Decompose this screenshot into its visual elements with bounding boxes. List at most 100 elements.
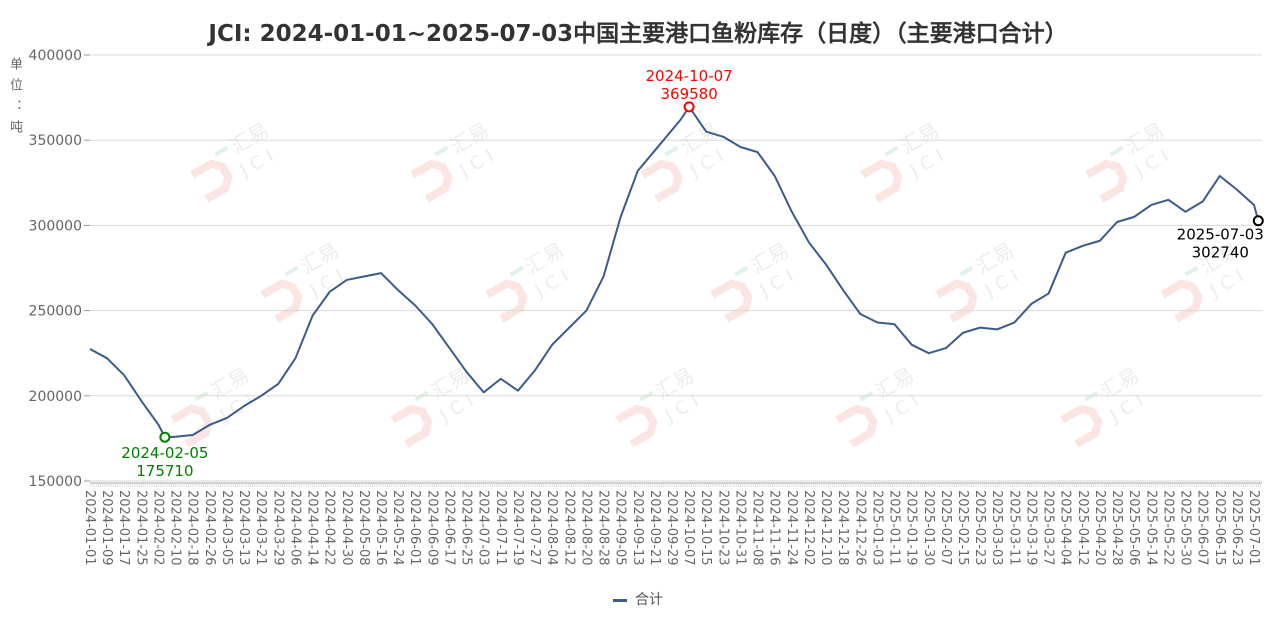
x-tick-label: 2024-09-21 <box>647 490 662 566</box>
x-tick-label: 2024-02-26 <box>202 490 217 566</box>
x-tick-label: 2024-12-10 <box>818 490 833 566</box>
last-date-label: 2025-07-03 <box>1177 226 1264 244</box>
x-tick-label: 2024-01-17 <box>116 490 131 566</box>
legend-label: 合计 <box>635 592 663 608</box>
x-tick-label: 2024-03-21 <box>253 490 268 566</box>
x-tick-label: 2024-06-17 <box>441 490 456 566</box>
x-tick-label: 2025-01-03 <box>869 490 884 566</box>
x-tick-label: 2024-07-03 <box>476 490 491 566</box>
x-tick-label: 2024-01-01 <box>82 490 97 566</box>
x-tick-label: 2024-03-05 <box>219 490 234 566</box>
min-value-label: 175710 <box>136 462 193 480</box>
series-line <box>89 105 1260 439</box>
chart-title: JCI: 2024-01-01~2025-07-03中国主要港口鱼粉库存（日度）… <box>208 21 1068 47</box>
legend-swatch <box>613 598 627 602</box>
y-tick-label: 300000 <box>29 218 82 234</box>
x-tick-label: 2025-01-30 <box>921 490 936 566</box>
x-tick-label: 2024-07-27 <box>527 490 542 566</box>
x-tick-label: 2024-04-30 <box>339 490 354 566</box>
x-tick-label: 2024-10-07 <box>681 490 696 566</box>
max-value-label: 369580 <box>660 85 717 103</box>
y-tick-label: 350000 <box>29 133 82 149</box>
x-tick-label: 2025-04-20 <box>1092 490 1107 566</box>
x-tick-label: 2025-01-11 <box>887 490 902 566</box>
x-tick-label: 2024-12-18 <box>835 490 850 566</box>
y-tick-label: 250000 <box>29 304 82 320</box>
y-axis-unit-label: 单位：吨 <box>7 57 22 141</box>
y-tick-label: 200000 <box>29 389 82 405</box>
x-tick-label: 2024-08-12 <box>561 490 576 566</box>
x-tick-label: 2024-05-16 <box>373 490 388 566</box>
x-tick-label: 2025-07-01 <box>1246 490 1261 566</box>
x-tick-label: 2024-08-20 <box>578 490 593 566</box>
x-tick-label: 2024-06-09 <box>424 490 439 566</box>
x-tick-label: 2025-06-23 <box>1229 490 1244 566</box>
x-tick-label: 2025-03-19 <box>1023 490 1038 566</box>
x-tick-label: 2025-04-12 <box>1075 490 1090 566</box>
x-tick-label: 2024-10-15 <box>698 490 713 566</box>
x-tick-label: 2024-12-26 <box>852 490 867 566</box>
x-tick-label: 2024-02-10 <box>168 490 183 566</box>
x-tick-label: 2025-02-07 <box>938 490 953 566</box>
x-tick-label: 2024-12-02 <box>801 490 816 566</box>
x-tick-label: 2024-05-08 <box>356 490 371 566</box>
max-date-label: 2024-10-07 <box>646 67 733 85</box>
x-tick-label: 2024-01-09 <box>99 490 114 566</box>
x-tick-label: 2024-04-22 <box>322 490 337 566</box>
last-value-label: 302740 <box>1192 244 1249 262</box>
last-marker <box>1252 215 1264 227</box>
x-tick-label: 2024-09-13 <box>630 490 645 566</box>
max-marker <box>683 101 695 113</box>
x-tick-label: 2024-06-01 <box>407 490 422 566</box>
x-tick-label: 2024-05-24 <box>390 490 405 566</box>
x-tick-label: 2024-06-25 <box>459 490 474 566</box>
x-tick-label: 2025-03-03 <box>989 490 1004 566</box>
x-tick-label: 2024-08-04 <box>544 490 559 566</box>
y-tick-label: 400000 <box>29 48 82 64</box>
x-tick-label: 2025-06-15 <box>1212 490 1227 566</box>
x-tick-label: 2025-02-23 <box>972 490 987 566</box>
x-tick-label: 2025-04-28 <box>1109 490 1124 566</box>
min-date-label: 2024-02-05 <box>121 444 208 462</box>
x-tick-label: 2024-11-24 <box>784 490 799 566</box>
x-tick-label: 2025-05-14 <box>1143 490 1158 566</box>
min-marker <box>159 431 171 443</box>
x-tick-label: 2024-03-13 <box>236 490 251 566</box>
x-tick-label: 2024-02-02 <box>150 490 165 566</box>
x-tick-label: 2025-04-04 <box>1058 490 1073 566</box>
x-tick-label: 2025-05-30 <box>1178 490 1193 566</box>
x-tick-label: 2024-09-29 <box>664 490 679 566</box>
x-tick-label: 2024-10-23 <box>715 490 730 566</box>
x-tick-label: 2024-03-29 <box>270 490 285 566</box>
x-tick-label: 2024-07-11 <box>493 490 508 566</box>
x-tick-label: 2025-05-22 <box>1160 490 1175 566</box>
legend[interactable]: 合计 <box>0 589 1276 609</box>
x-tick-label: 2024-04-06 <box>287 490 302 566</box>
x-tick-label: 2024-09-05 <box>613 490 628 566</box>
x-tick-label: 2024-11-16 <box>767 490 782 566</box>
x-tick-label: 2024-04-14 <box>305 490 320 566</box>
x-tick-label: 2024-01-25 <box>133 490 148 566</box>
x-tick-label: 2024-10-31 <box>732 490 747 566</box>
x-tick-label: 2024-11-08 <box>750 490 765 566</box>
y-tick-label: 150000 <box>29 474 82 490</box>
x-tick-label: 2025-03-27 <box>1041 490 1056 566</box>
x-tick-label: 2025-05-06 <box>1126 490 1141 566</box>
x-tick-label: 2025-06-07 <box>1195 490 1210 566</box>
x-tick-label: 2025-02-15 <box>955 490 970 566</box>
x-tick-label: 2024-02-18 <box>185 490 200 566</box>
x-tick-label: 2025-03-11 <box>1006 490 1021 566</box>
x-tick-label: 2024-07-19 <box>510 490 525 566</box>
x-tick-label: 2025-01-19 <box>904 490 919 566</box>
x-tick-label: 2024-08-28 <box>596 490 611 566</box>
